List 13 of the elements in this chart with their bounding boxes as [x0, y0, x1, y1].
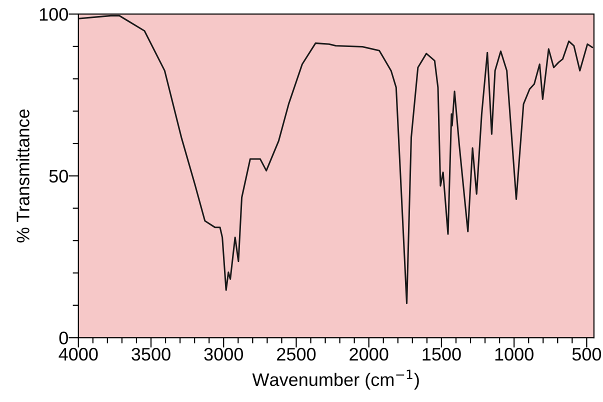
y-tick-label: 50	[49, 170, 68, 183]
x-tick-label: 2500	[277, 348, 316, 361]
y-tick-label: 100	[40, 8, 68, 21]
x-tick-label: 1500	[422, 348, 461, 361]
y-tick-label: 0	[59, 332, 68, 344]
y-axis-title: % Transmittance	[16, 109, 30, 242]
x-tick-label: 3000	[204, 348, 243, 361]
x-tick-label: 3500	[132, 348, 170, 361]
x-tick-label: 2000	[350, 348, 388, 361]
x-axis-title: Wavenumber (cm$^{−1}$)	[252, 370, 419, 390]
x-tick-label: 500	[572, 348, 602, 361]
x-tick-label: 4000	[58, 348, 98, 361]
x-tick-label: 1000	[495, 348, 534, 361]
